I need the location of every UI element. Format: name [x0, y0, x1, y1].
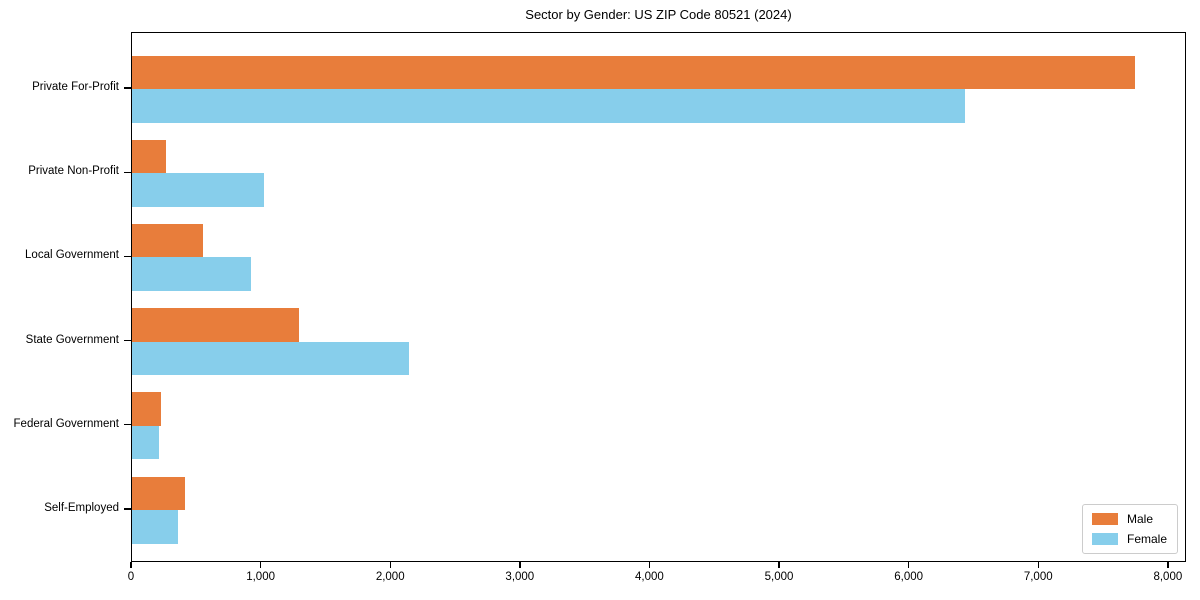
x-tick-label: 7,000 — [1023, 571, 1053, 583]
legend-item-male: Male — [1091, 512, 1167, 526]
x-tick — [778, 562, 780, 568]
y-tick-label: Self-Employed — [44, 502, 119, 514]
x-tick-label: 3,000 — [505, 571, 535, 583]
bar-female-5 — [132, 510, 178, 544]
bar-female-4 — [132, 425, 159, 460]
plot-area: Male Female — [131, 32, 1186, 562]
x-tick — [519, 562, 521, 568]
y-tick-label: State Government — [25, 333, 119, 346]
x-tick — [259, 562, 262, 568]
y-tick — [124, 255, 131, 258]
legend-swatch-female — [1091, 533, 1118, 545]
y-tick — [124, 339, 131, 342]
legend-item-female: Female — [1091, 532, 1167, 546]
bar-male-3 — [132, 308, 300, 342]
x-tick — [130, 562, 132, 568]
legend-label-male: Male — [1126, 512, 1153, 526]
x-tick-label: 8,000 — [1153, 571, 1183, 583]
x-tick — [648, 562, 651, 568]
y-tick-label: Local Government — [25, 249, 119, 262]
y-tick — [124, 171, 131, 173]
bar-female-2 — [132, 257, 251, 291]
bar-male-1 — [132, 139, 166, 174]
x-tick — [1167, 562, 1169, 568]
legend: Male Female — [1081, 504, 1178, 554]
legend-label-female: Female — [1126, 532, 1167, 546]
x-tick-label: 5,000 — [764, 571, 794, 583]
x-tick-label: 4,000 — [635, 571, 664, 583]
x-tick-label: 1,000 — [246, 571, 275, 583]
bar-male-0 — [132, 55, 1136, 89]
bar-male-4 — [132, 392, 162, 426]
y-tick-label: Federal Government — [13, 417, 119, 430]
bar-male-2 — [132, 223, 204, 258]
x-tick — [389, 562, 391, 568]
bar-female-3 — [132, 341, 410, 376]
y-tick-label: Private For-Profit — [32, 81, 119, 93]
bar-female-1 — [132, 173, 264, 207]
x-tick — [1037, 562, 1039, 568]
y-tick — [124, 87, 131, 89]
y-tick — [124, 424, 131, 426]
y-tick-label: Private Non-Profit — [28, 165, 119, 178]
legend-swatch-male — [1091, 513, 1118, 525]
bar-male-5 — [132, 476, 186, 510]
x-tick-label: 0 — [127, 571, 135, 583]
x-tick — [907, 562, 910, 568]
x-tick-label: 6,000 — [894, 571, 924, 583]
chart-title: Sector by Gender: US ZIP Code 80521 (202… — [525, 7, 792, 22]
y-tick — [124, 508, 131, 510]
x-tick-label: 2,000 — [375, 571, 405, 583]
bar-female-0 — [132, 89, 966, 123]
